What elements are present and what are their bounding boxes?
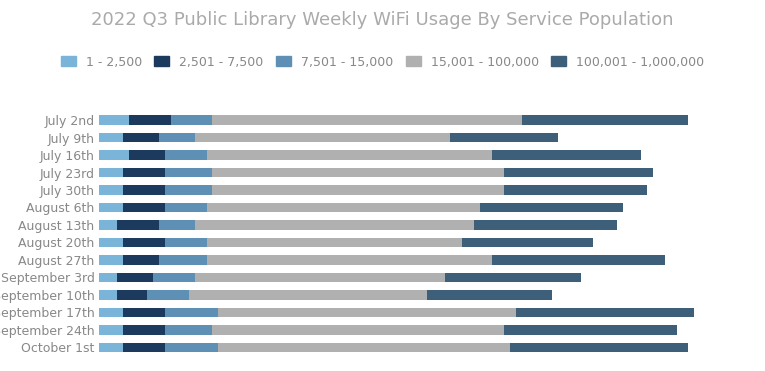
Bar [99,115,129,125]
Bar [99,255,123,265]
Bar [99,238,123,247]
Bar [462,238,594,247]
Bar [213,185,504,195]
Bar [480,203,623,212]
Bar [165,203,207,212]
Bar [504,185,647,195]
Bar [123,168,165,177]
Bar [444,273,581,282]
Bar [207,203,480,212]
Bar [504,325,676,335]
Bar [165,150,207,160]
Bar [99,342,123,352]
Bar [99,168,123,177]
Bar [213,115,522,125]
Bar [492,150,641,160]
Bar [207,150,492,160]
Bar [99,290,117,300]
Bar [171,115,213,125]
Bar [117,273,153,282]
Bar [129,150,165,160]
Bar [123,185,165,195]
Bar [129,115,171,125]
Bar [99,273,117,282]
Bar [99,325,123,335]
Bar [123,308,165,317]
Bar [159,255,207,265]
Bar [99,185,123,195]
Bar [219,342,510,352]
Bar [99,150,129,160]
Bar [165,238,207,247]
Bar [207,238,462,247]
Bar [153,273,194,282]
Bar [123,238,165,247]
Bar [451,133,558,142]
Bar [207,255,492,265]
Bar [165,185,213,195]
Bar [123,255,159,265]
Bar [427,290,552,300]
Bar [492,255,665,265]
Bar [123,325,165,335]
Bar [213,325,504,335]
Bar [194,273,444,282]
Bar [99,220,117,230]
Bar [123,133,159,142]
Bar [123,342,165,352]
Bar [194,220,474,230]
Bar [522,115,688,125]
Bar [99,308,123,317]
Bar [99,203,123,212]
Bar [147,290,189,300]
Bar [159,133,194,142]
Bar [99,133,123,142]
Bar [474,220,617,230]
Bar [504,168,653,177]
Bar [165,342,219,352]
Bar [510,342,688,352]
Text: 2022 Q3 Public Library Weekly WiFi Usage By Service Population: 2022 Q3 Public Library Weekly WiFi Usage… [91,11,674,29]
Bar [165,325,213,335]
Bar [219,308,516,317]
Bar [194,133,451,142]
Bar [165,308,219,317]
Bar [189,290,427,300]
Bar [516,308,695,317]
Legend: 1 - 2,500, 2,501 - 7,500, 7,501 - 15,000, 15,001 - 100,000, 100,001 - 1,000,000: 1 - 2,500, 2,501 - 7,500, 7,501 - 15,000… [56,51,709,74]
Bar [213,168,504,177]
Bar [165,168,213,177]
Bar [117,290,147,300]
Bar [123,203,165,212]
Bar [159,220,194,230]
Bar [117,220,159,230]
